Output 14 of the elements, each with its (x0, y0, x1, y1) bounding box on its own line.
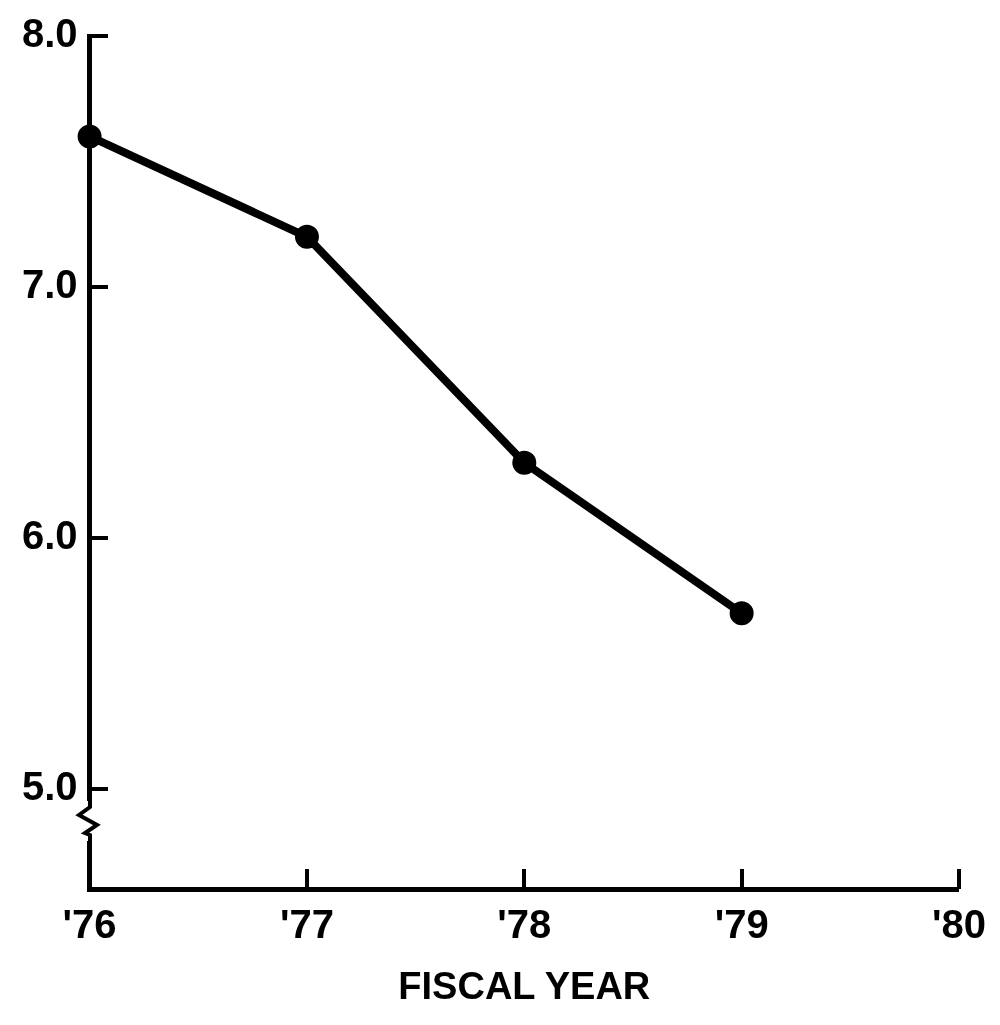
y-tick-label: 6.0 (22, 513, 78, 558)
x-tick-label: '78 (497, 902, 552, 947)
point (77, 124, 102, 149)
point (294, 224, 319, 249)
x-tick-label: '79 (714, 902, 769, 947)
point (512, 450, 537, 475)
x-tick-label: '77 (279, 902, 334, 947)
y-tick-label: 7.0 (22, 262, 78, 307)
point (729, 601, 754, 626)
x-axis-title: FISCAL YEAR (398, 964, 651, 1007)
x-tick-label: '76 (62, 902, 117, 947)
y-tick-label: 8.0 (22, 11, 78, 56)
y-tick-label: 5.0 (22, 764, 78, 809)
x-tick-label: '80 (931, 902, 987, 947)
